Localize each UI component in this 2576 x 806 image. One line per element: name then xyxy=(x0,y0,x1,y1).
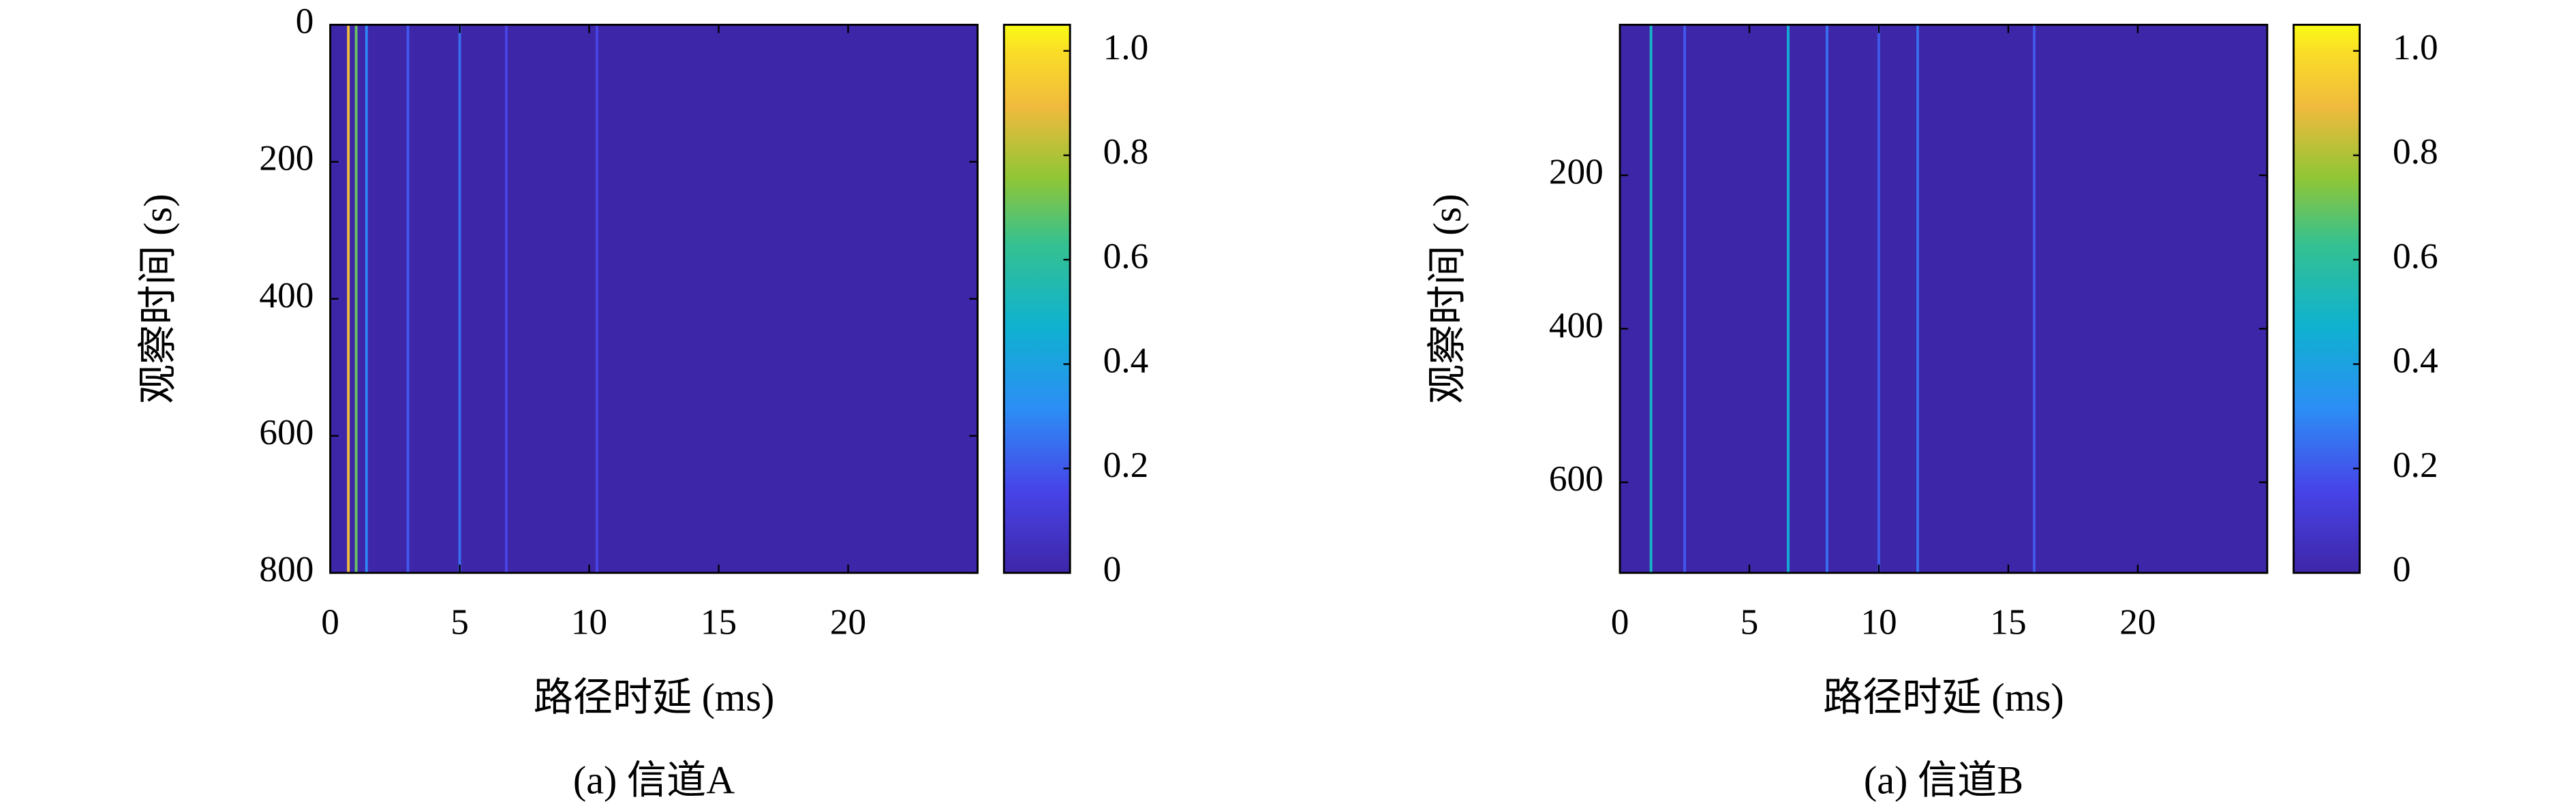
y-tick-label: 0 xyxy=(296,1,314,42)
heatmap-streak xyxy=(1826,25,1828,573)
plot-frame xyxy=(1619,23,2269,574)
y-tick-label: 200 xyxy=(1549,151,1604,191)
y-tick-label: 400 xyxy=(1549,305,1604,345)
y-axis-label: 观察时间 (s) xyxy=(136,193,180,403)
x-tick-label: 5 xyxy=(1741,602,1759,642)
y-tick-label: 800 xyxy=(259,549,313,589)
colorbar-tick-label: 0.6 xyxy=(2393,236,2438,276)
y-tick-label: 400 xyxy=(259,275,313,315)
heatmap-streak xyxy=(1787,25,1790,573)
colorbar-tick-label: 0.2 xyxy=(2393,445,2438,485)
heatmap-streak xyxy=(1916,25,1919,573)
y-tick-label: 600 xyxy=(259,412,313,452)
x-tick-label: 15 xyxy=(1990,602,2026,642)
colorbar-tick-label: 0.6 xyxy=(1103,236,1149,276)
x-axis-label: 路径时延 (ms) xyxy=(534,675,775,719)
panel-caption: (a) 信道B xyxy=(1864,758,2023,802)
x-tick-label: 5 xyxy=(450,602,469,642)
panel-caption: (a) 信道A xyxy=(573,758,735,802)
x-axis-label: 路径时延 (ms) xyxy=(1823,675,2064,719)
y-axis-label: 观察时间 (s) xyxy=(1425,193,1469,403)
x-tick-label: 10 xyxy=(1860,602,1897,642)
colorbar-tick-label: 1.0 xyxy=(1103,27,1149,67)
x-tick-label: 0 xyxy=(1611,602,1629,642)
heatmap-streak xyxy=(1683,25,1686,573)
heatmap-streak xyxy=(2033,25,2036,573)
colorbar-tick-label: 0 xyxy=(1103,549,1122,589)
colorbar-tick-label: 0.2 xyxy=(1103,445,1149,485)
colorbar-tick-label: 0 xyxy=(2393,549,2411,589)
heatmap-background xyxy=(330,25,978,573)
heatmap-streak xyxy=(347,25,350,573)
heatmap-streak xyxy=(458,25,461,573)
y-tick-label: 600 xyxy=(1549,459,1604,499)
heatmap-background xyxy=(1620,25,2267,573)
heatmap-streak xyxy=(365,25,368,573)
heatmap-streak xyxy=(1649,25,1653,573)
colorbar xyxy=(1002,23,1071,574)
x-tick-label: 20 xyxy=(2119,602,2156,642)
x-tick-label: 20 xyxy=(830,602,866,642)
heatmap-streak xyxy=(354,25,358,573)
colorbar xyxy=(2293,23,2361,574)
colorbar-tick-label: 1.0 xyxy=(2393,27,2438,67)
x-tick-label: 0 xyxy=(321,602,339,642)
heatmap-streak xyxy=(406,25,410,573)
x-tick-label: 10 xyxy=(571,602,607,642)
y-tick-label: 200 xyxy=(259,138,313,179)
heatmap-streak xyxy=(1877,25,1880,573)
heatmap-streak xyxy=(505,25,508,573)
colorbar-tick-label: 0.4 xyxy=(2393,341,2438,381)
x-tick-label: 15 xyxy=(701,602,737,642)
colorbar-tick-label: 0.4 xyxy=(1103,341,1149,381)
colorbar-tick-label: 0.8 xyxy=(2393,131,2438,172)
colorbar-tick-label: 0.8 xyxy=(1103,131,1149,172)
heatmap-streak xyxy=(596,25,598,573)
